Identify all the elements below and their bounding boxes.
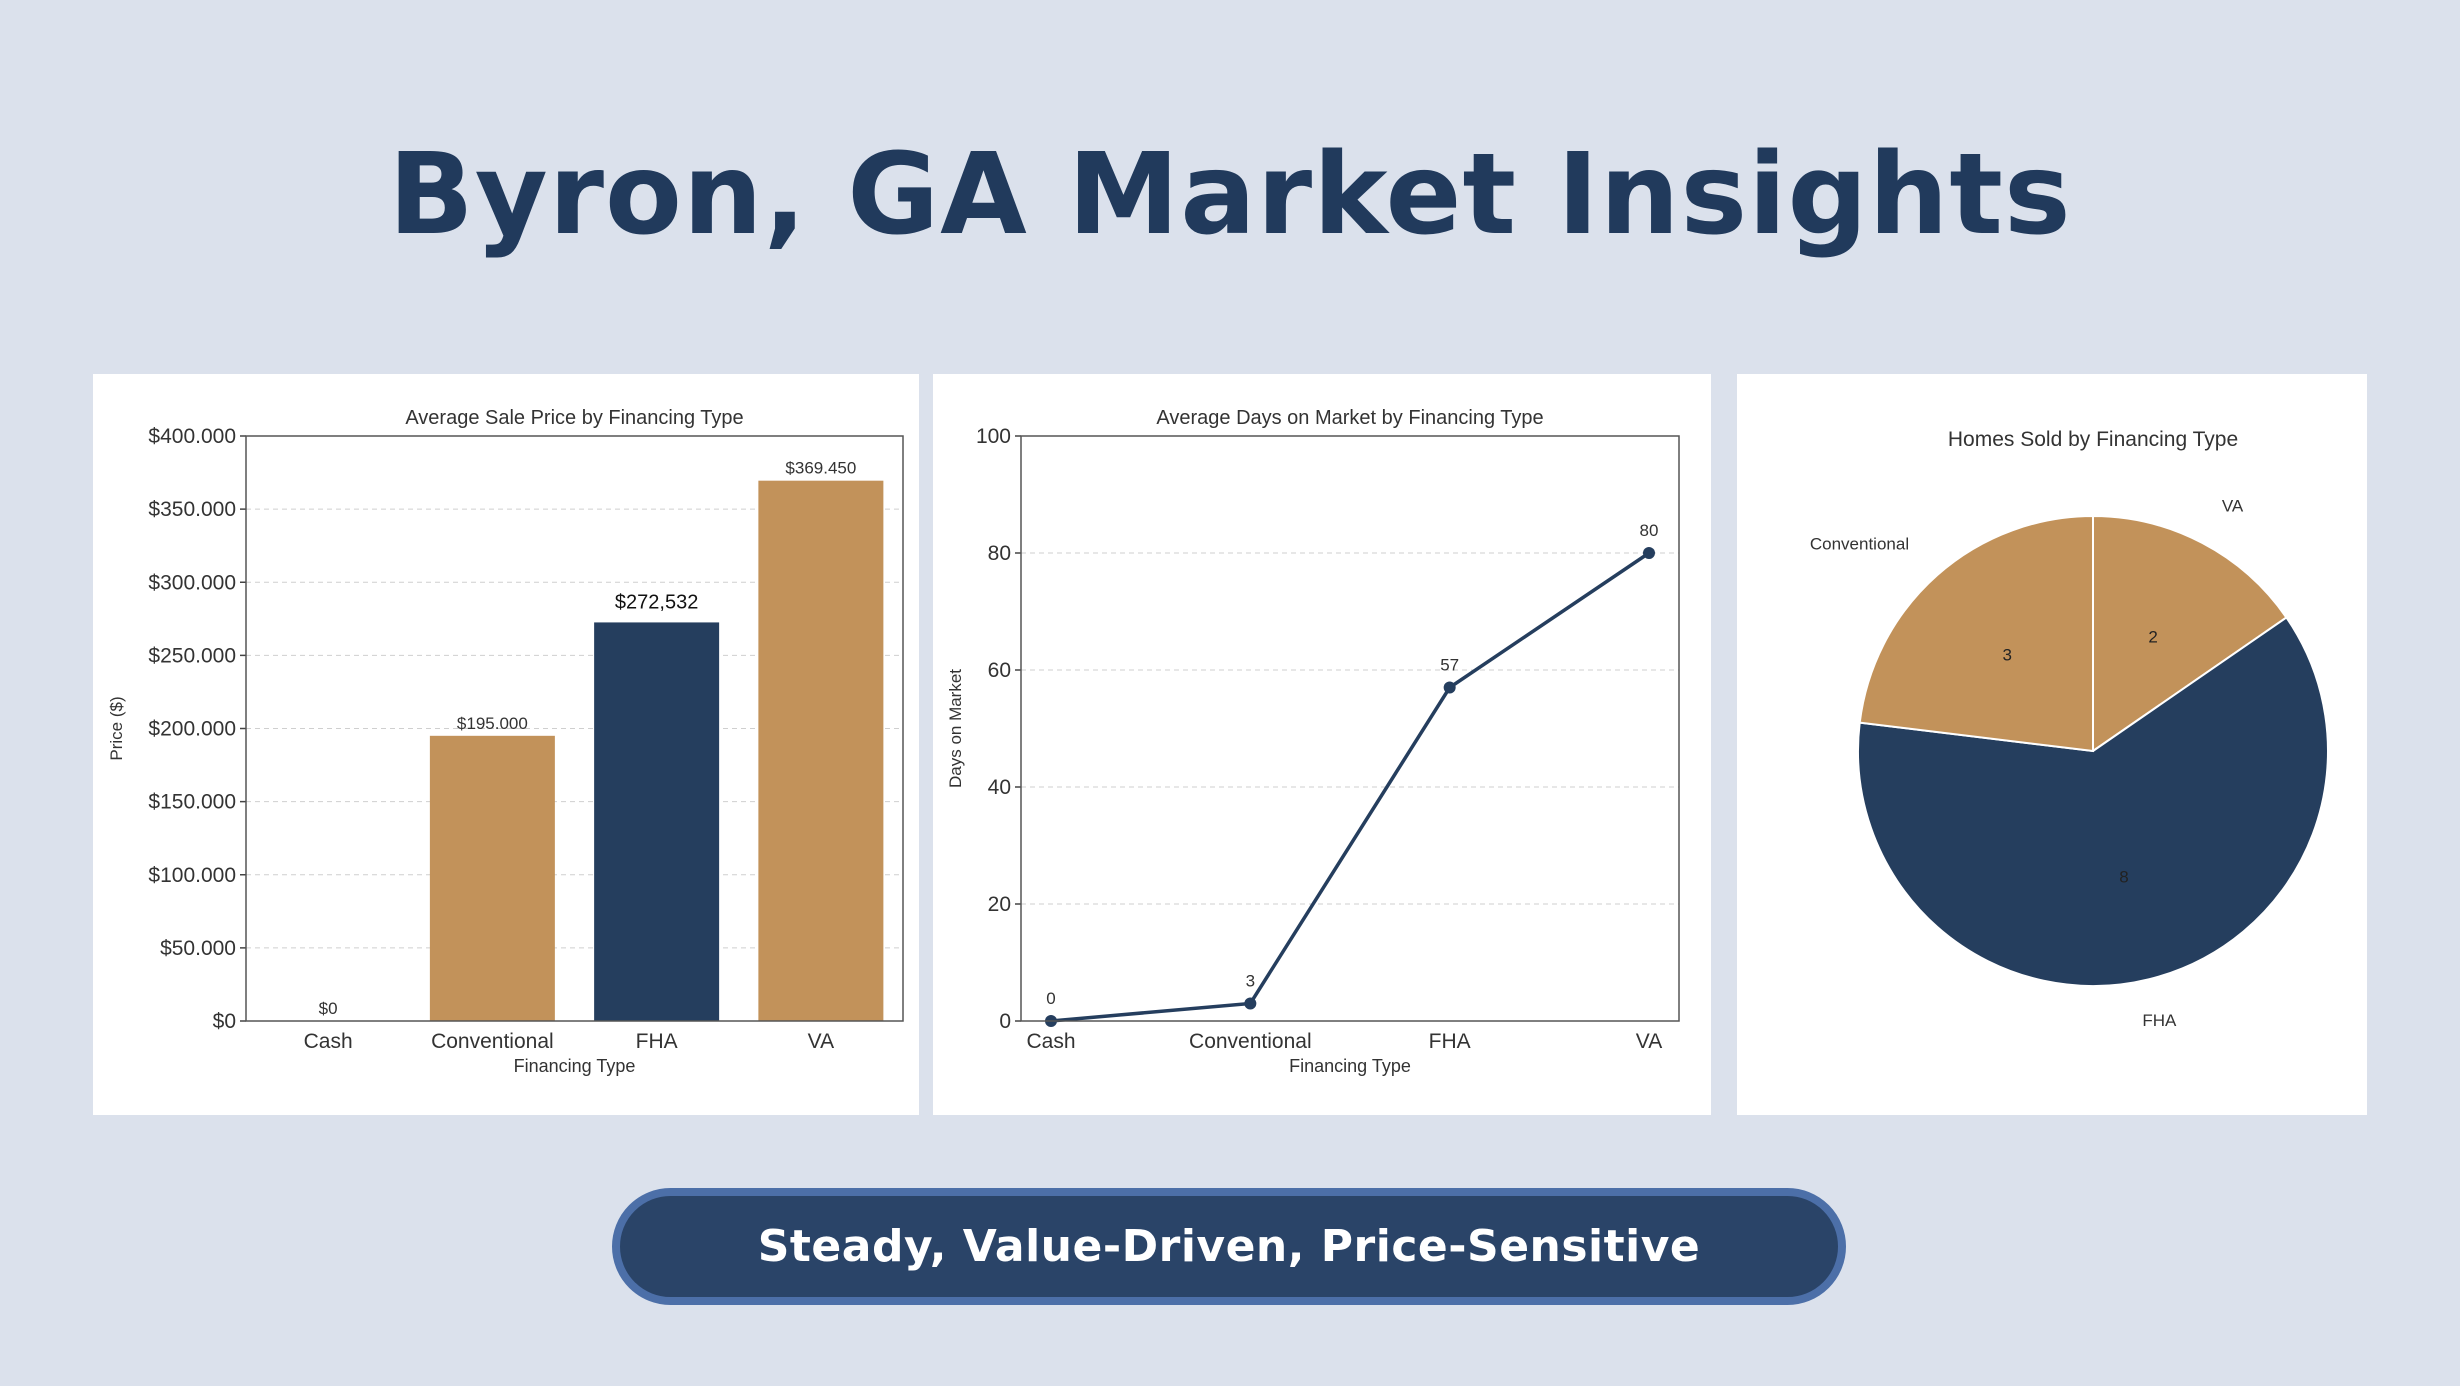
- pie-category-label: Conventional: [1810, 534, 1909, 553]
- bar-value-label: $369.450: [785, 459, 856, 478]
- point-value-label: 0: [1046, 989, 1055, 1008]
- price-chart-panel: Average Sale Price by Financing Type $0 $5…: [93, 374, 919, 1115]
- tagline-banner: Steady, Value-Driven, Price-Sensitive: [612, 1188, 1846, 1305]
- y-tick-label: $150.000: [148, 791, 236, 814]
- y-axis-label: Days on Market: [946, 669, 965, 788]
- bar-value-label: $272,532: [615, 591, 698, 613]
- tagline-text: Steady, Value-Driven, Price-Sensitive: [757, 1221, 1701, 1272]
- y-tick-label: 0: [999, 1010, 1011, 1033]
- pie-value-label: 8: [2119, 867, 2128, 886]
- x-tick-label: VA: [808, 1030, 834, 1053]
- chart-title: Homes Sold by Financing Type: [1948, 428, 2238, 451]
- plot-frame: [245, 435, 904, 1022]
- x-tick-label: Cash: [1026, 1030, 1075, 1053]
- y-tick-label: $400.000: [148, 425, 236, 448]
- x-tick-label: VA: [1636, 1030, 1662, 1053]
- bar-va: [758, 480, 884, 1021]
- y-tick-label: 60: [988, 659, 1011, 682]
- data-point-va: [1643, 547, 1655, 559]
- y-tick-label: $300.000: [148, 571, 236, 594]
- x-axis-label: Financing Type: [1289, 1056, 1411, 1076]
- chart-title: Average Days on Market by Financing Type: [1156, 407, 1543, 429]
- homes-pie-chart: Homes Sold by Financing Type 2 VA 8 FHA 3 Conv…: [1810, 428, 2329, 1030]
- x-tick-label: Conventional: [1189, 1030, 1312, 1053]
- y-tick-label: $350.000: [148, 498, 236, 521]
- y-tick-label: 100: [976, 425, 1011, 448]
- y-tick-label: $0: [213, 1010, 236, 1033]
- x-axis-label: Financing Type: [514, 1056, 636, 1076]
- pie-value-label: 3: [2003, 645, 2012, 664]
- y-axis-label: Price ($): [107, 696, 126, 760]
- bar-value-label: $195.000: [457, 714, 528, 733]
- bar-value-label: $0: [319, 999, 338, 1018]
- homes-chart-panel: Homes Sold by Financing Type 2 VA 8 FHA 3 Conv…: [1737, 374, 2367, 1115]
- pie-value-label: 2: [2148, 628, 2157, 647]
- x-tick-label: Cash: [304, 1030, 353, 1053]
- pie-category-label: VA: [2222, 496, 2244, 515]
- price-bar-chart: Average Sale Price by Financing Type $0 $5…: [107, 407, 904, 1076]
- pie-slice-va: [2092, 514, 2288, 753]
- series-line: [1050, 551, 1650, 1023]
- y-tick-label: 40: [988, 776, 1011, 799]
- x-tick-label: Conventional: [431, 1030, 554, 1053]
- y-tick-label: 20: [988, 893, 1011, 916]
- y-tick-label: $100.000: [148, 864, 236, 887]
- bar-fha: [594, 622, 720, 1021]
- x-tick-label: FHA: [1429, 1030, 1471, 1053]
- y-tick-label: $250.000: [148, 644, 236, 667]
- y-tick-label: 80: [988, 542, 1011, 565]
- plot-frame: [1020, 435, 1680, 1022]
- point-value-label: 57: [1440, 656, 1459, 675]
- data-point-fha: [1443, 681, 1456, 694]
- pie-slice-fha: [1857, 616, 2329, 987]
- y-tick-label: $50.000: [160, 937, 236, 960]
- days-line-chart: Average Days on Market by Financing Type…: [946, 407, 1680, 1076]
- point-value-label: 3: [1246, 971, 1255, 990]
- x-tick-label: FHA: [636, 1030, 678, 1053]
- page-title: Byron, GA Market Insights: [388, 130, 2072, 260]
- bar-conventional: [429, 735, 555, 1021]
- chart-title: Average Sale Price by Financing Type: [405, 407, 743, 429]
- point-value-label: 80: [1640, 521, 1659, 540]
- pie-slice-conventional: [1858, 514, 2094, 753]
- data-point-conventional: [1244, 997, 1257, 1010]
- y-tick-label: $200.000: [148, 718, 236, 741]
- days-chart-panel: Average Days on Market by Financing Type…: [933, 374, 1711, 1115]
- pie-category-label: FHA: [2142, 1011, 2177, 1030]
